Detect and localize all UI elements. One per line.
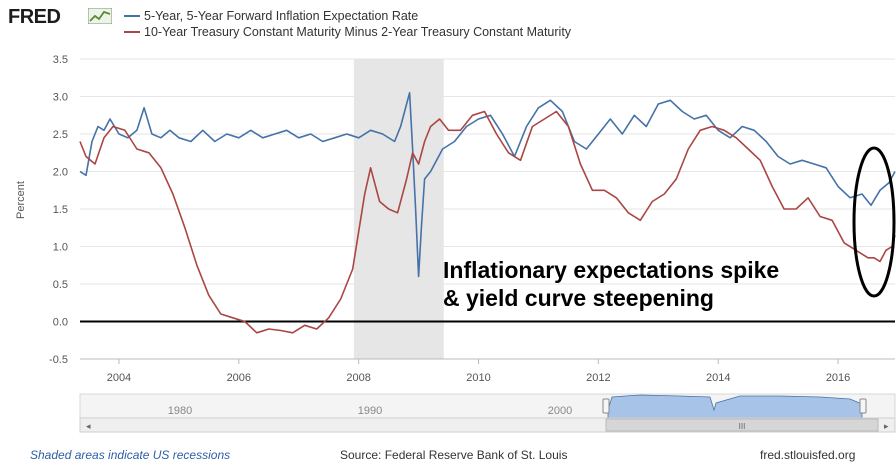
- y-tick-label: 0.0: [53, 317, 68, 329]
- navigator-handle-left[interactable]: [602, 398, 610, 414]
- legend-item-red[interactable]: 10-Year Treasury Constant Maturity Minus…: [124, 24, 571, 40]
- legend-label-red: 10-Year Treasury Constant Maturity Minus…: [144, 25, 572, 39]
- navigator-scroll-left-arrow[interactable]: ◂: [86, 421, 91, 431]
- y-tick-label: 1.0: [53, 242, 68, 254]
- navigator-mini-series: [607, 394, 863, 419]
- legend-swatch-red: [124, 30, 140, 33]
- series-lines: [79, 92, 896, 334]
- navigator-year-label: 1990: [358, 405, 382, 417]
- navigator-year-label: 1980: [168, 405, 192, 417]
- x-tick-label: 2008: [346, 372, 370, 384]
- annotation-ring: [852, 146, 896, 298]
- range-navigator[interactable]: 1980199020002010 III ◂ ▸: [79, 393, 896, 433]
- annotation-line-2: & yield curve steepening: [443, 285, 714, 311]
- series-line-yield-curve[interactable]: [79, 110, 896, 334]
- site-link[interactable]: fred.stlouisfed.org: [760, 448, 856, 462]
- source-note: Source: Federal Reserve Bank of St. Loui…: [340, 448, 568, 462]
- line-chart: 3.5 3.0 2.5 2.0 1.5 1.0 0.5 0.0 -0.5 2004 2006 2008…: [15, 54, 896, 433]
- x-tick-label: 2006: [227, 372, 251, 384]
- fred-logo[interactable]: FRED: [8, 6, 61, 28]
- chart-legend: 5-Year, 5-Year Forward Inflation Expecta…: [124, 8, 571, 40]
- y-tick-label: -0.5: [49, 354, 68, 366]
- y-tick-label: 2.0: [53, 167, 68, 179]
- navigator-scroll-right-arrow[interactable]: ▸: [884, 421, 889, 431]
- gridlines: [80, 58, 895, 360]
- y-tick-label: 3.5: [53, 54, 68, 66]
- x-tick-label: 2004: [107, 372, 131, 384]
- navigator-year-label: 2000: [548, 405, 572, 417]
- y-axis-label: Percent: [15, 181, 27, 219]
- legend-item-blue[interactable]: 5-Year, 5-Year Forward Inflation Expecta…: [124, 8, 571, 24]
- y-tick-label: 0.5: [53, 279, 68, 291]
- annotation-line-1: Inflationary expectations spike: [443, 257, 779, 283]
- recession-note: Shaded areas indicate US recessions: [30, 448, 231, 462]
- series-line-inflation-expectation[interactable]: [79, 92, 896, 278]
- x-tick-label: 2014: [706, 372, 730, 384]
- legend-label-blue: 5-Year, 5-Year Forward Inflation Expecta…: [144, 9, 419, 23]
- x-tick-label: 2016: [826, 372, 850, 384]
- y-tick-label: 1.5: [53, 204, 68, 216]
- x-tick-label: 2010: [466, 372, 490, 384]
- y-tick-label: 2.5: [53, 129, 68, 141]
- axes: 3.5 3.0 2.5 2.0 1.5 1.0 0.5 0.0 -0.5 2004 2006 2008…: [49, 54, 895, 384]
- x-tick-label: 2012: [586, 372, 610, 384]
- y-tick-label: 3.0: [53, 92, 68, 104]
- chart-logo-icon: [88, 8, 112, 24]
- legend-swatch-blue: [124, 14, 140, 17]
- navigator-scroll-grip: III: [739, 422, 746, 431]
- navigator-scrollbar-thumb[interactable]: [605, 418, 879, 432]
- navigator-handle-right[interactable]: [859, 398, 867, 414]
